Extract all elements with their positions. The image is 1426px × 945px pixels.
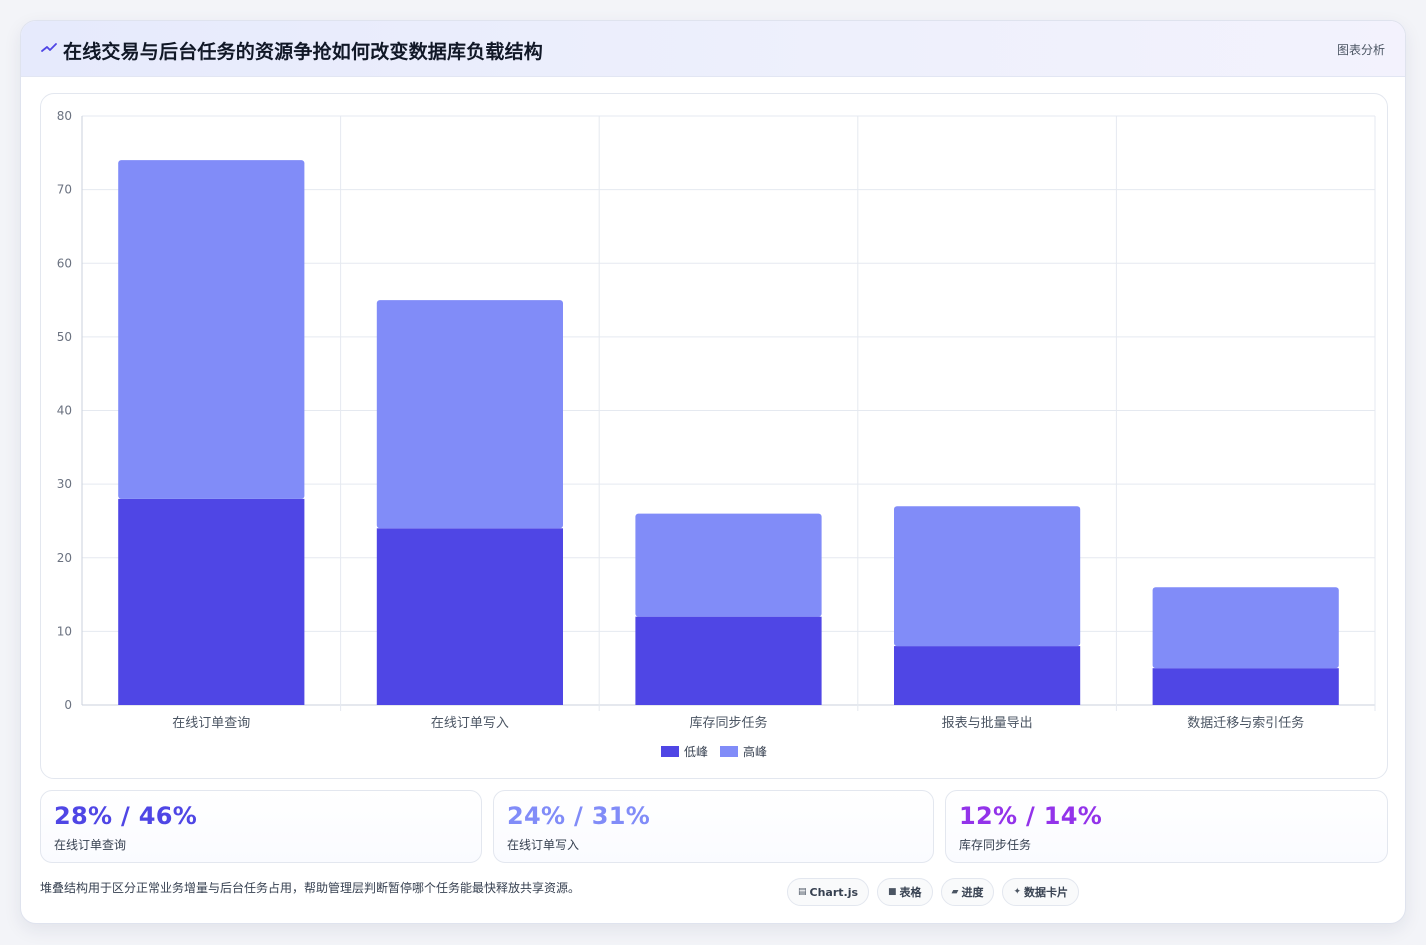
bar-segment	[118, 160, 305, 499]
stacked-bar-chart: 0 10 20 30 40 50 60 70 80 在线订单查询 在线订单写入 库存同步任务 报表与批量…	[57, 109, 1376, 731]
legend-swatch-high	[720, 746, 738, 757]
x-tick-label: 库存同步任务	[689, 715, 767, 731]
stat-label-sync: 库存同步任务	[959, 838, 1032, 852]
stat-value-query: 28% / 46%	[54, 802, 198, 830]
stat-value-write: 24% / 31%	[507, 802, 651, 830]
page-title: 在线交易与后台任务的资源争抢如何改变数据库负载结构	[63, 41, 544, 63]
progress-icon: ▰	[951, 887, 959, 897]
stat-label-write: 在线订单写入	[507, 838, 580, 852]
chart-legend: 低峰 高峰	[41, 743, 1387, 760]
tag-label-chartjs: Chart.js	[809, 885, 859, 899]
x-tick-label: 数据迁移与索引任务	[1187, 715, 1304, 731]
x-tick-label: 在线订单查询	[172, 716, 250, 731]
tag-label-table: 表格	[899, 886, 922, 899]
tag-table[interactable]: ■ 表格	[877, 878, 933, 906]
table-icon: ■	[888, 887, 897, 897]
y-tick-label: 10	[57, 624, 72, 638]
y-tick-label: 0	[64, 698, 72, 712]
sparkle-icon: ✦	[1013, 887, 1022, 897]
bar-segment	[894, 506, 1081, 647]
trend-icon	[41, 43, 57, 52]
y-tick-label: 30	[57, 477, 72, 491]
stat-card-query: 28% / 46% 在线订单查询	[40, 790, 482, 863]
bar-segment	[118, 498, 305, 705]
tag-label-data-card: 数据卡片	[1024, 886, 1069, 899]
y-tick-label: 20	[57, 551, 72, 565]
x-tick-label: 在线订单写入	[431, 716, 509, 731]
tag-label-progress: 进度	[961, 886, 984, 899]
legend-item-high[interactable]: 高峰	[720, 743, 767, 760]
y-tick-label: 50	[57, 330, 72, 344]
tag-chartjs[interactable]: ▤ Chart.js	[787, 878, 870, 906]
legend-item-low[interactable]: 低峰	[660, 743, 708, 760]
tag-data-card[interactable]: ✦ 数据卡片	[1002, 878, 1080, 906]
stat-card-write: 24% / 31% 在线订单写入	[493, 790, 934, 863]
tag-progress[interactable]: ▰ 进度	[940, 878, 995, 906]
x-tick-label: 报表与批量导出	[942, 716, 1033, 731]
chart-analysis-link[interactable]: 图表分析	[1336, 43, 1385, 57]
bar-segment	[1152, 587, 1339, 669]
card-header: 在线交易与后台任务的资源争抢如何改变数据库负载结构 图表分析	[21, 21, 1405, 77]
y-tick-label: 70	[57, 183, 72, 197]
y-tick-label: 80	[57, 109, 72, 123]
bar-segment	[1152, 668, 1339, 705]
bar-segment	[635, 616, 822, 705]
tag-list: ▤ Chart.js ■ 表格 ▰ 进度 ✦ 数据卡片	[787, 878, 1080, 906]
chart-footnote: 堆叠结构用于区分正常业务增量与后台任务占用，帮助管理层判断暂停哪个任务能最快释放…	[40, 881, 581, 895]
y-tick-label: 60	[57, 256, 72, 270]
bar-segment	[376, 300, 563, 529]
chart-icon: ▤	[798, 887, 807, 897]
stat-label-query: 在线订单查询	[54, 838, 127, 852]
legend-swatch-low	[660, 746, 679, 757]
bar-segment	[635, 513, 822, 617]
dashboard-card: 在线交易与后台任务的资源争抢如何改变数据库负载结构 图表分析 0 10 20 30 40…	[20, 20, 1406, 924]
bar-segment	[376, 528, 563, 705]
stat-card-sync: 12% / 14% 库存同步任务	[945, 790, 1388, 863]
legend-label-low: 低峰	[683, 745, 708, 759]
chart-panel: 0 10 20 30 40 50 60 70 80 在线订单查询 在线订单写入 库存同步任务 报表与批量…	[40, 93, 1388, 779]
legend-label-high: 高峰	[743, 745, 768, 759]
stat-value-sync: 12% / 14%	[959, 802, 1103, 830]
bar-segment	[894, 646, 1081, 705]
y-tick-label: 40	[57, 404, 72, 418]
